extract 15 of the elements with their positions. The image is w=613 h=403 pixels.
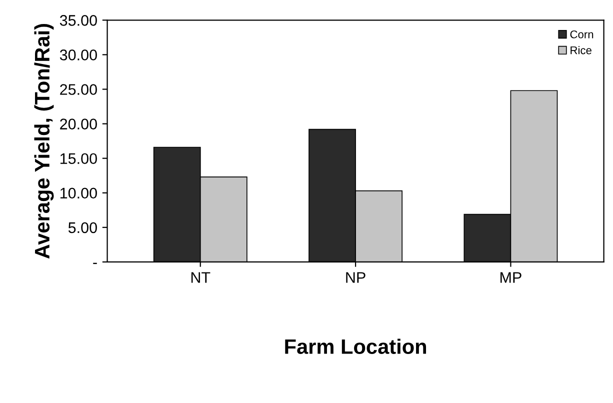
legend-label: Corn (570, 30, 594, 38)
x-tick-label: NT (191, 272, 210, 283)
y-tick-label: 35.00 (60, 15, 97, 26)
y-tick-label: 25.00 (60, 84, 97, 95)
x-tick-label: MP (500, 272, 522, 283)
x-tick-label: NP (346, 272, 366, 283)
y-tick-label: 5.00 (68, 222, 97, 234)
y-tick-label: - (93, 262, 97, 264)
y-tick-label: 10.00 (60, 188, 97, 199)
legend-label: Rice (570, 46, 592, 54)
y-tick-label: 30.00 (60, 50, 97, 60)
y-axis-title: Average Yield, (Ton/Rai) (34, 24, 54, 259)
x-axis-title: Farm Location (285, 338, 426, 354)
y-tick-label: 15.00 (60, 153, 97, 164)
y-tick-label: 20.00 (60, 118, 97, 130)
